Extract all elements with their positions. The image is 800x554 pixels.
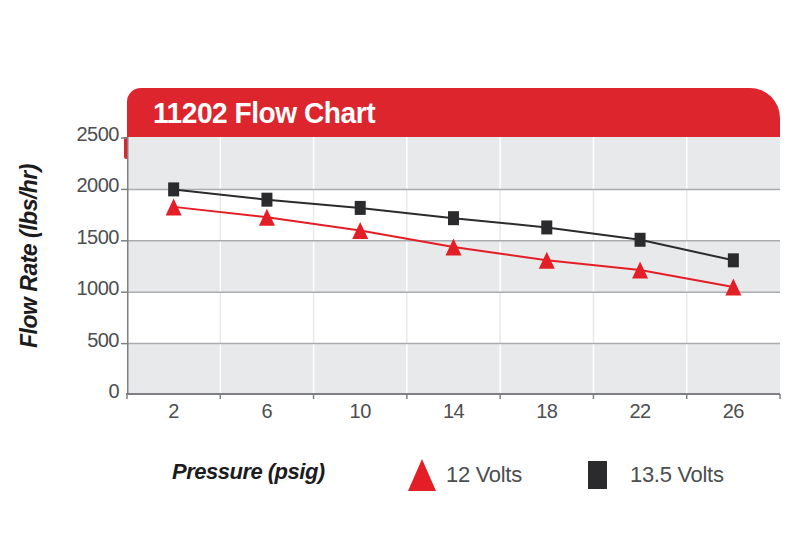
plot-band xyxy=(127,137,780,189)
legend-label-12-volts: 12 Volts xyxy=(446,462,522,488)
square-data-marker xyxy=(728,253,739,267)
square-data-marker xyxy=(261,193,272,207)
chart-title-bar: 11202 Flow Chart xyxy=(127,88,780,138)
square-data-marker xyxy=(168,182,179,196)
y-tick-label: 0 xyxy=(0,379,119,403)
legend-item-13-5-volts: 13.5 Volts xyxy=(588,461,724,489)
legend-label-13-5-volts: 13.5 Volts xyxy=(630,462,724,488)
square-data-marker xyxy=(635,233,646,247)
square-data-marker xyxy=(541,220,552,234)
triangle-marker-icon xyxy=(408,459,436,491)
square-data-marker xyxy=(355,201,366,215)
chart-title: 11202 Flow Chart xyxy=(153,97,375,130)
x-tick-label: 6 xyxy=(237,399,297,423)
square-marker-icon xyxy=(588,461,607,489)
flow-chart-figure: 11202 Flow Chart Flow Rate (lbs/hr) 0500… xyxy=(0,0,800,554)
y-tick-label: 1500 xyxy=(0,225,119,249)
x-tick-label: 2 xyxy=(144,399,204,423)
x-tick-label: 22 xyxy=(610,399,670,423)
plot-band xyxy=(127,292,780,343)
y-tick-label: 500 xyxy=(0,328,119,352)
x-tick-label: 26 xyxy=(703,399,763,423)
x-tick-label: 18 xyxy=(517,399,577,423)
legend-item-12-volts: 12 Volts xyxy=(408,459,522,491)
y-tick-label: 1000 xyxy=(0,276,119,300)
square-data-marker xyxy=(448,211,459,225)
x-tick-label: 14 xyxy=(424,399,484,423)
plot-area xyxy=(127,137,780,397)
y-tick-label: 2000 xyxy=(0,173,119,197)
x-axis-title: Pressure (psig) xyxy=(172,459,325,485)
plot-band xyxy=(127,344,780,395)
x-tick-label: 10 xyxy=(330,399,390,423)
y-tick-label: 2500 xyxy=(0,122,119,146)
